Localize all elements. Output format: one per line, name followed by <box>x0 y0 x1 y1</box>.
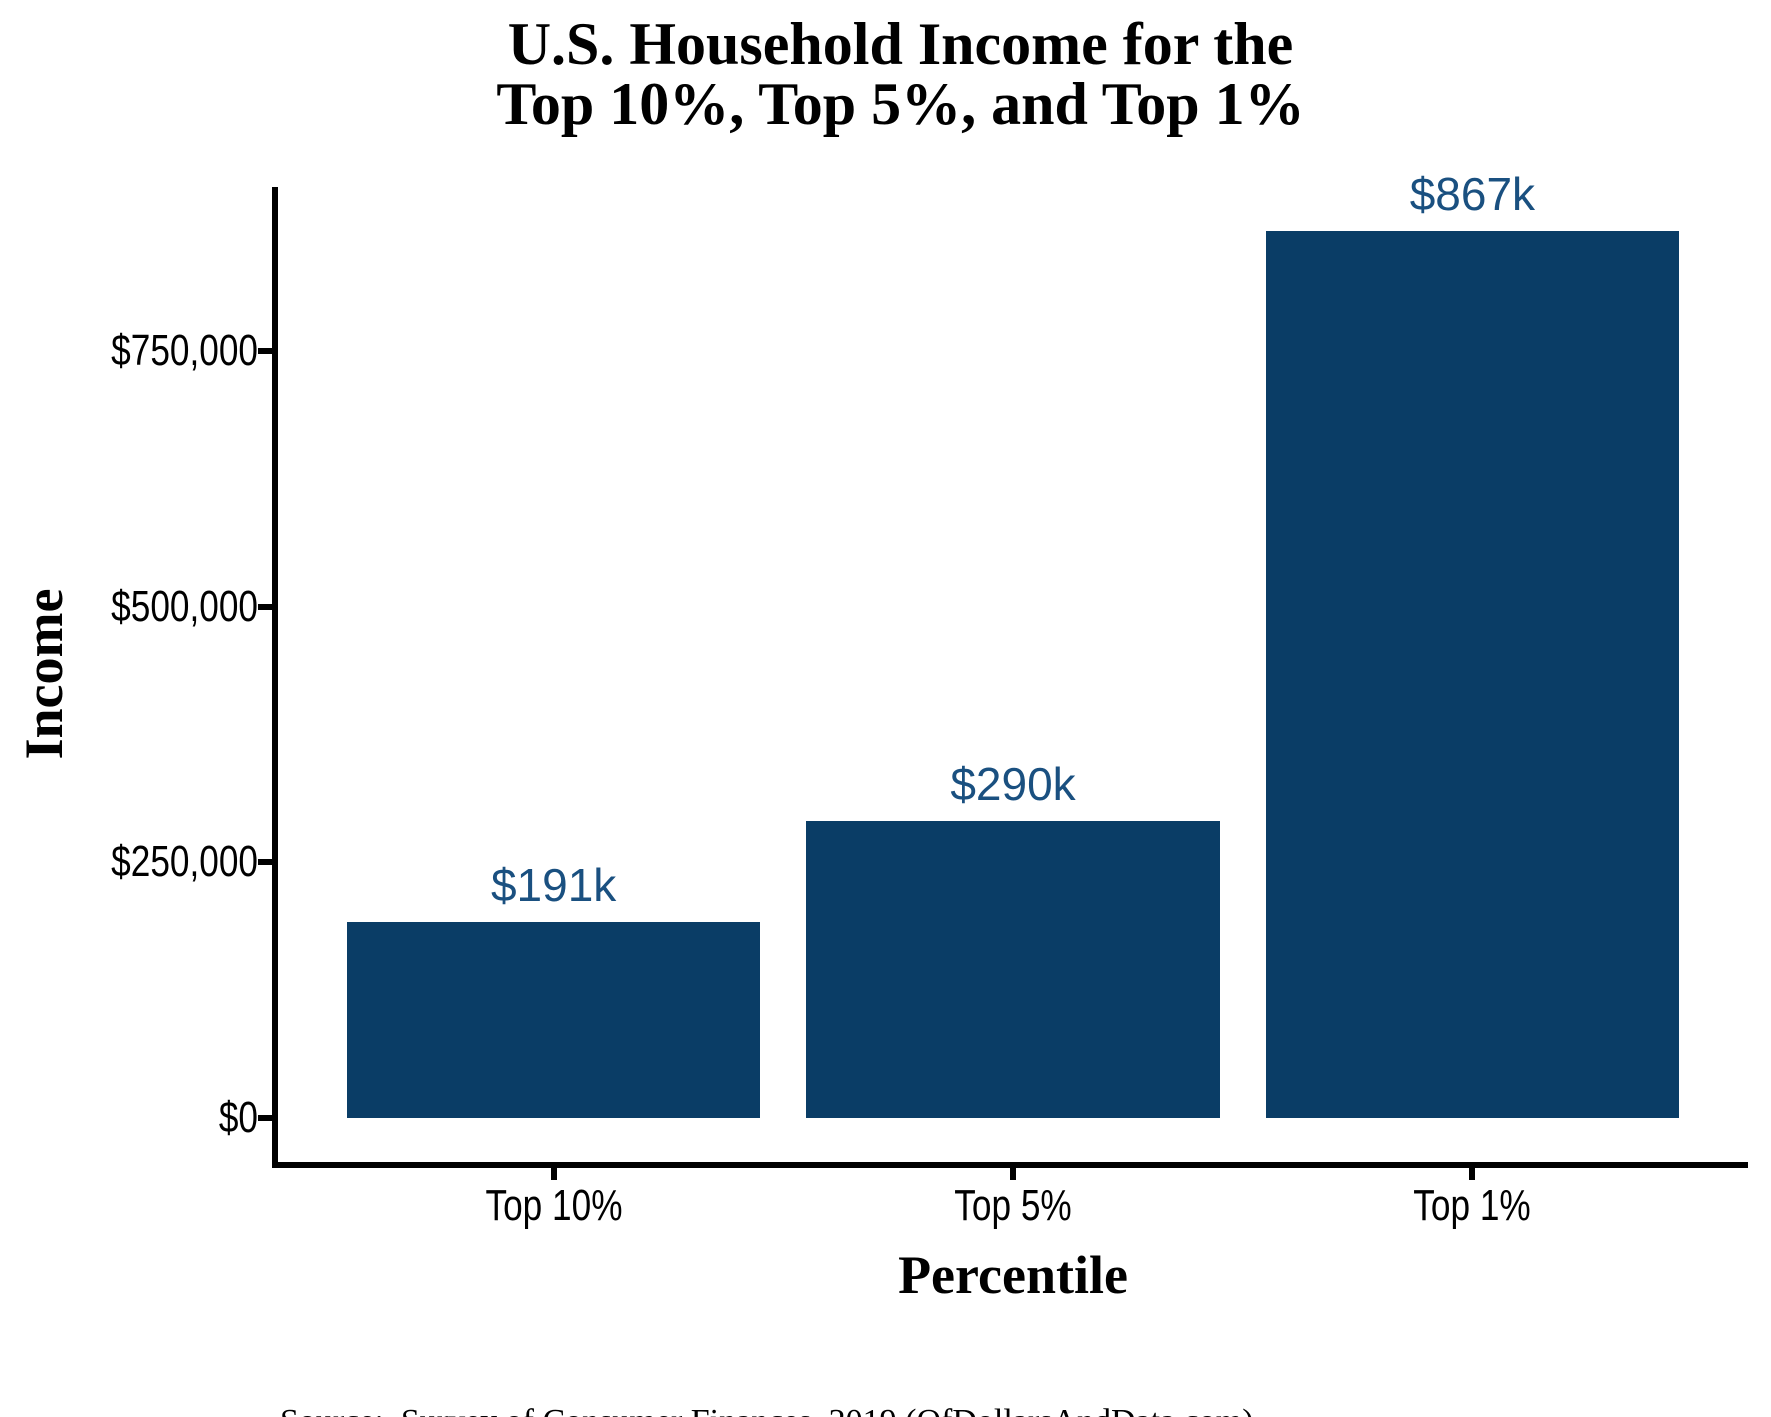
x-tick-label: Top 5% <box>954 1181 1072 1230</box>
chart-title: U.S. Household Income for the Top 10%, T… <box>30 14 1771 134</box>
y-tick-label: $750,000 <box>111 325 258 375</box>
bar-value-label: $191k <box>490 859 617 912</box>
x-tick <box>1010 1168 1016 1180</box>
bar <box>806 821 1220 1118</box>
bar <box>346 922 761 1118</box>
x-tick-label: Top 1% <box>1413 1181 1532 1230</box>
x-axis-line <box>272 1162 1748 1168</box>
y-tick-label: $0 <box>218 1092 258 1142</box>
y-tick <box>258 859 272 866</box>
y-tick <box>258 603 272 610</box>
bar-value-label: $867k <box>1409 168 1536 221</box>
x-tick-label: Top 10% <box>485 1181 623 1230</box>
chart-footer: Source: Survey of Consumer Finances, 201… <box>280 1322 1740 1417</box>
source-note: Source: Survey of Consumer Finances, 201… <box>280 1402 1740 1417</box>
chart-title-line2: Top 10%, Top 5%, and Top 1% <box>496 71 1305 137</box>
bar-value-label: $290k <box>950 758 1076 811</box>
chart-title-line1: U.S. Household Income for the <box>507 11 1294 77</box>
y-tick-label: $500,000 <box>111 581 258 631</box>
x-tick <box>550 1168 557 1180</box>
x-axis-title: Percentile <box>898 1245 1128 1305</box>
y-axis-line <box>272 187 278 1168</box>
y-tick <box>258 1114 272 1121</box>
x-tick <box>1469 1168 1476 1180</box>
y-tick-label: $250,000 <box>111 837 258 887</box>
y-tick <box>258 347 272 354</box>
bar <box>1265 231 1680 1118</box>
